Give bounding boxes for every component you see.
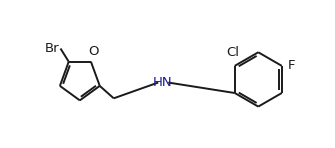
Text: Cl: Cl <box>227 46 240 59</box>
Text: Br: Br <box>45 42 60 55</box>
Text: O: O <box>88 45 98 58</box>
Text: F: F <box>288 59 295 72</box>
Text: HN: HN <box>153 76 173 89</box>
